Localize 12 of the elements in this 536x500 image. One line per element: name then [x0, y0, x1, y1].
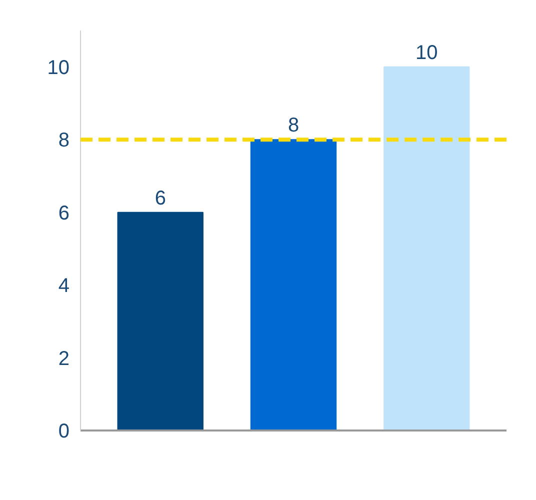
bar	[250, 139, 337, 430]
y-tick-label: 6	[58, 202, 70, 224]
y-tick-label: 0	[58, 420, 70, 442]
y-tick-label: 8	[58, 130, 70, 152]
data-label: 6	[154, 187, 166, 210]
data-label: 8	[288, 114, 300, 137]
y-tick-label: 4	[58, 275, 70, 298]
data-label: 10	[416, 42, 438, 64]
bar	[384, 66, 470, 430]
bar	[117, 212, 204, 430]
y-tick-label: 2	[58, 348, 70, 370]
y-tick-label: 10	[47, 56, 70, 79]
